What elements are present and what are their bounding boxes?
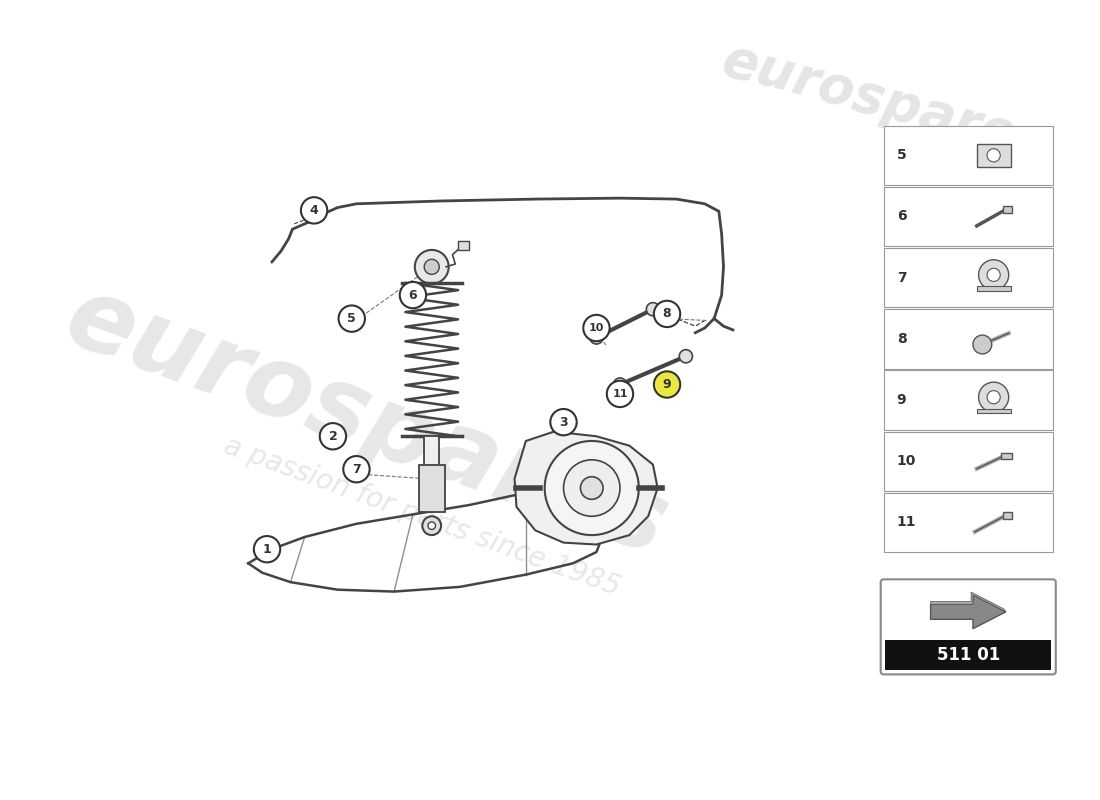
FancyBboxPatch shape xyxy=(977,409,1011,414)
Circle shape xyxy=(987,149,1000,162)
Circle shape xyxy=(583,315,609,342)
Circle shape xyxy=(979,260,1009,290)
FancyBboxPatch shape xyxy=(883,248,1053,307)
Text: 10: 10 xyxy=(896,454,916,468)
Circle shape xyxy=(653,371,680,398)
Text: 2: 2 xyxy=(329,430,338,442)
Text: 5: 5 xyxy=(896,148,906,162)
Text: 8: 8 xyxy=(896,332,906,346)
Text: 4: 4 xyxy=(310,204,319,217)
FancyBboxPatch shape xyxy=(1003,512,1012,518)
FancyBboxPatch shape xyxy=(1003,206,1012,213)
Circle shape xyxy=(614,378,627,391)
Text: eurospares: eurospares xyxy=(52,268,680,576)
FancyBboxPatch shape xyxy=(425,436,439,493)
FancyBboxPatch shape xyxy=(883,493,1053,552)
Circle shape xyxy=(422,516,441,535)
Text: eurospares: eurospares xyxy=(716,34,1052,170)
Circle shape xyxy=(320,423,346,450)
Circle shape xyxy=(254,536,280,562)
Text: 3: 3 xyxy=(559,416,568,429)
Text: 6: 6 xyxy=(896,210,906,223)
Text: 7: 7 xyxy=(352,462,361,476)
Circle shape xyxy=(987,390,1000,404)
Circle shape xyxy=(428,522,436,530)
Text: 8: 8 xyxy=(662,307,671,321)
Polygon shape xyxy=(515,431,658,545)
Text: 11: 11 xyxy=(896,515,916,530)
Circle shape xyxy=(590,331,603,344)
FancyBboxPatch shape xyxy=(458,242,470,250)
Text: 6: 6 xyxy=(408,289,417,302)
FancyBboxPatch shape xyxy=(883,370,1053,430)
Text: 11: 11 xyxy=(613,389,628,399)
Circle shape xyxy=(550,409,576,435)
Circle shape xyxy=(425,259,439,274)
Circle shape xyxy=(563,460,620,516)
Circle shape xyxy=(343,456,370,482)
Circle shape xyxy=(987,268,1000,282)
Text: 9: 9 xyxy=(662,378,671,391)
Circle shape xyxy=(979,382,1009,412)
Circle shape xyxy=(399,282,426,308)
FancyBboxPatch shape xyxy=(419,465,444,511)
FancyBboxPatch shape xyxy=(883,431,1053,491)
Circle shape xyxy=(544,441,639,535)
FancyBboxPatch shape xyxy=(977,286,1011,291)
Circle shape xyxy=(607,381,634,407)
Circle shape xyxy=(680,350,693,363)
Text: a passion for parts since 1985: a passion for parts since 1985 xyxy=(220,431,625,601)
Text: 1: 1 xyxy=(263,542,272,556)
FancyBboxPatch shape xyxy=(1001,453,1012,459)
Circle shape xyxy=(581,477,603,499)
Polygon shape xyxy=(931,595,1005,629)
Circle shape xyxy=(653,301,680,327)
Polygon shape xyxy=(931,592,1005,612)
Circle shape xyxy=(301,198,328,223)
Text: 5: 5 xyxy=(348,312,356,325)
FancyBboxPatch shape xyxy=(883,310,1053,369)
FancyBboxPatch shape xyxy=(883,187,1053,246)
FancyBboxPatch shape xyxy=(886,639,1052,670)
FancyBboxPatch shape xyxy=(977,144,1011,166)
FancyBboxPatch shape xyxy=(883,126,1053,185)
Circle shape xyxy=(972,335,992,354)
FancyBboxPatch shape xyxy=(881,579,1056,674)
Circle shape xyxy=(339,306,365,332)
Text: 7: 7 xyxy=(896,270,906,285)
Text: 9: 9 xyxy=(896,393,906,407)
Circle shape xyxy=(647,302,660,316)
Text: 10: 10 xyxy=(588,323,604,333)
Circle shape xyxy=(415,250,449,284)
Text: 511 01: 511 01 xyxy=(936,646,1000,664)
